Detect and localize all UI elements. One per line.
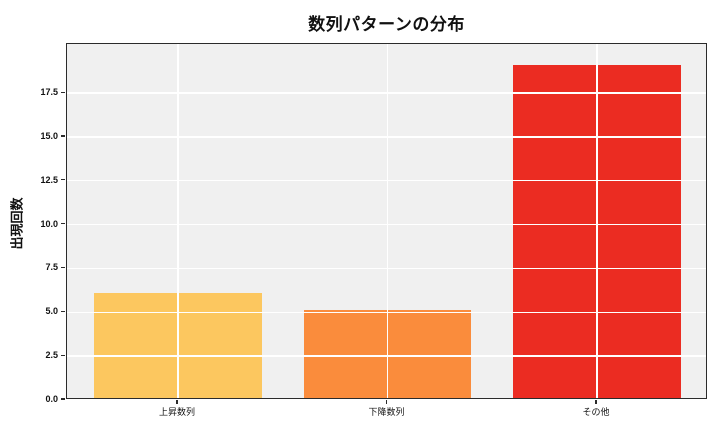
y-tick-label: 5.0 [45, 306, 58, 317]
gridline-horizontal [67, 92, 706, 94]
gridline-vertical [177, 44, 179, 398]
gridline-horizontal [67, 180, 706, 182]
gridline-horizontal [67, 136, 706, 138]
x-tick-label: 上昇数列 [159, 407, 196, 417]
y-tick-label: 2.5 [45, 350, 58, 361]
y-tick-mark [61, 91, 65, 93]
x-tick-label: 下降数列 [368, 407, 405, 417]
y-tick-label: 17.5 [40, 87, 58, 98]
gridline-horizontal [67, 311, 706, 313]
plot-area [66, 43, 707, 399]
y-tick-label: 0.0 [45, 394, 58, 404]
gridline-horizontal [67, 267, 706, 270]
y-tick-label: 15.0 [40, 130, 58, 141]
y-tick-mark [61, 179, 65, 181]
y-tick-label: 10.0 [40, 218, 58, 229]
y-tick-mark [61, 310, 65, 312]
x-tick-mark [176, 400, 178, 404]
y-tick-label: 12.5 [40, 174, 58, 185]
y-tick-mark [61, 223, 65, 225]
chart-title: 数列パターンの分布 [308, 15, 465, 34]
x-tick-label: その他 [582, 407, 610, 417]
y-tick-label: 7.5 [45, 262, 58, 273]
y-tick-mark [61, 354, 65, 356]
gridline-horizontal [67, 223, 706, 226]
x-tick-mark [385, 400, 388, 404]
y-tick-mark [61, 398, 65, 400]
gridline-vertical [596, 44, 598, 398]
y-tick-mark [61, 266, 65, 269]
y-tick-mark [61, 135, 65, 137]
x-tick-mark [595, 400, 597, 404]
gridline-vertical [386, 44, 389, 398]
gridline-horizontal [67, 355, 706, 357]
